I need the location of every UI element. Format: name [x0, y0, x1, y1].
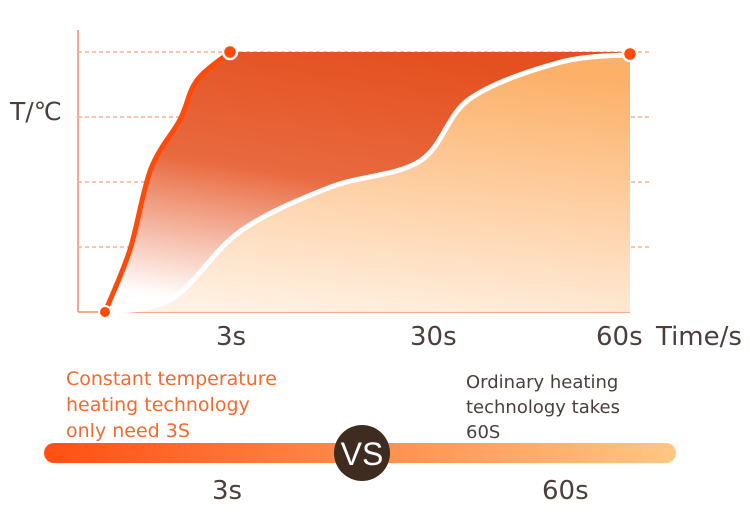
fast-end-point [221, 43, 239, 61]
bar-right-label: 60s [542, 476, 589, 506]
slow-caption-line: technology takes [466, 397, 620, 418]
vs-label: VS [341, 436, 384, 472]
fast-caption: Constant temperature heating technology … [66, 366, 277, 444]
vs-badge [334, 425, 390, 481]
x-axis-label: Time/s [656, 322, 742, 352]
fast-caption-line: Constant temperature [66, 368, 277, 390]
x-tick-30s: 30s [410, 322, 457, 352]
x-tick-60s: 60s [596, 322, 643, 352]
fast-line [102, 50, 232, 313]
y-axis-label: T/℃ [10, 97, 62, 126]
slow-end-point [621, 45, 639, 63]
slow-area [105, 54, 630, 312]
slow-caption: Ordinary heating technology takes 60S [466, 370, 620, 445]
start-point [98, 305, 112, 319]
slow-line [104, 52, 631, 315]
x-tick-3s: 3s [216, 322, 247, 352]
bar-left-label: 3s [212, 476, 243, 506]
slow-caption-line: 60S [466, 422, 501, 443]
fast-caption-line: heating technology [66, 394, 250, 416]
slow-caption-line: Ordinary heating [466, 372, 619, 393]
fast-caption-line: only need 3S [66, 420, 190, 442]
